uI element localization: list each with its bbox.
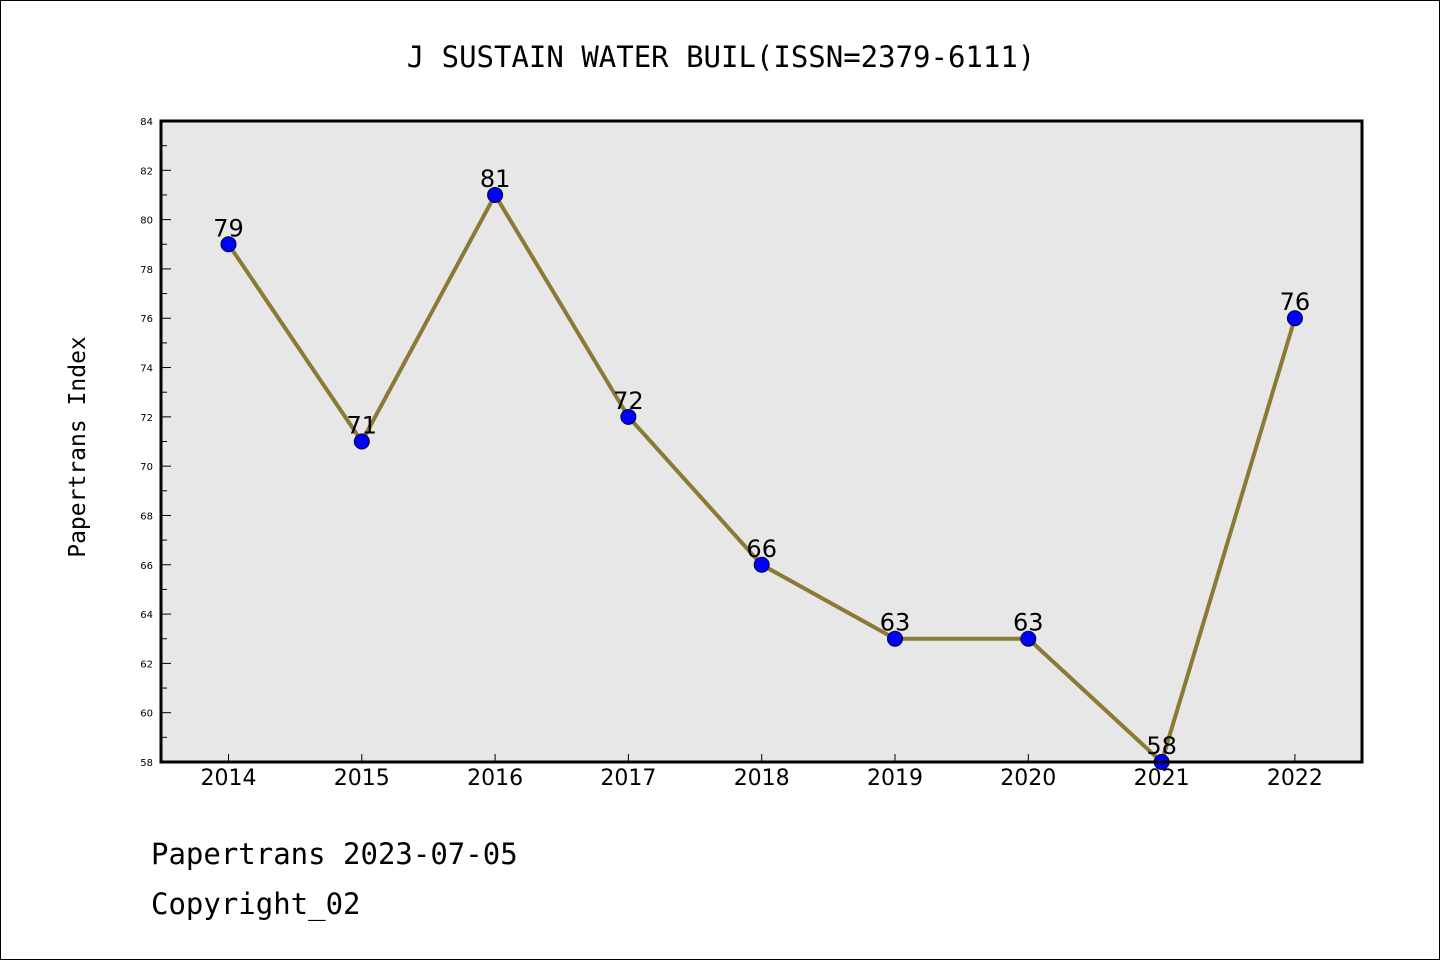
data-point <box>753 556 770 573</box>
data-label: 63 <box>1013 609 1044 637</box>
x-tick-label: 2016 <box>467 766 523 791</box>
data-point <box>487 186 504 203</box>
y-tick-label: 76 <box>140 314 153 325</box>
data-point <box>887 630 903 647</box>
y-axis-label: Papertrans Index <box>65 336 91 558</box>
data-point <box>353 433 370 450</box>
x-tick-label: 2019 <box>867 766 923 791</box>
data-label: 79 <box>213 214 244 242</box>
data-label: 81 <box>480 165 511 193</box>
x-tick-label: 2017 <box>600 766 656 791</box>
x-tick-label: 2021 <box>1134 766 1190 791</box>
y-tick-label: 62 <box>140 659 153 670</box>
y-tick-label: 60 <box>140 709 153 720</box>
data-label: 72 <box>613 387 644 415</box>
y-tick-label: 68 <box>140 511 153 522</box>
y-tick-label: 82 <box>140 166 153 177</box>
footer-copyright: Copyright_02 <box>151 887 361 921</box>
data-label: 66 <box>746 535 777 563</box>
data-label: 76 <box>1280 288 1311 316</box>
y-axis-ticks: 58 60 62 64 66 68 70 72 74 76 78 80 82 84 <box>140 117 171 769</box>
x-tick-label: 2022 <box>1267 766 1323 791</box>
chart-title: J SUSTAIN WATER BUIL(ISSN=2379-6111) <box>407 40 1036 74</box>
y-tick-label: 70 <box>140 462 153 473</box>
footer-date: Papertrans 2023-07-05 <box>151 837 518 871</box>
y-tick-label: 78 <box>140 265 153 276</box>
data-label: 71 <box>347 412 378 440</box>
x-axis-ticks: 2014 2015 2016 2017 2018 2019 2020 2021 2022 <box>201 754 1323 791</box>
x-tick-label: 2018 <box>734 766 790 791</box>
y-tick-label: 72 <box>140 413 153 424</box>
x-tick-label: 2020 <box>1000 766 1056 791</box>
y-tick-label: 80 <box>140 216 153 227</box>
data-point <box>1286 310 1303 327</box>
y-tick-label: 84 <box>140 117 153 128</box>
data-point <box>620 408 637 425</box>
y-tick-label: 66 <box>140 561 153 572</box>
plot-border <box>159 119 1364 764</box>
y-tick-label: 58 <box>140 758 153 769</box>
data-labels: 79 71 81 72 66 63 63 58 76 <box>213 165 1310 760</box>
data-label: 63 <box>880 609 911 637</box>
data-markers <box>220 186 1303 770</box>
data-point <box>220 236 237 253</box>
data-point <box>1020 630 1037 647</box>
plot-area <box>161 121 1362 762</box>
x-tick-label: 2015 <box>334 766 390 791</box>
y-tick-label: 74 <box>140 364 153 375</box>
data-label: 58 <box>1146 732 1177 760</box>
y-tick-label: 64 <box>140 610 153 621</box>
x-tick-label: 2014 <box>201 766 257 791</box>
